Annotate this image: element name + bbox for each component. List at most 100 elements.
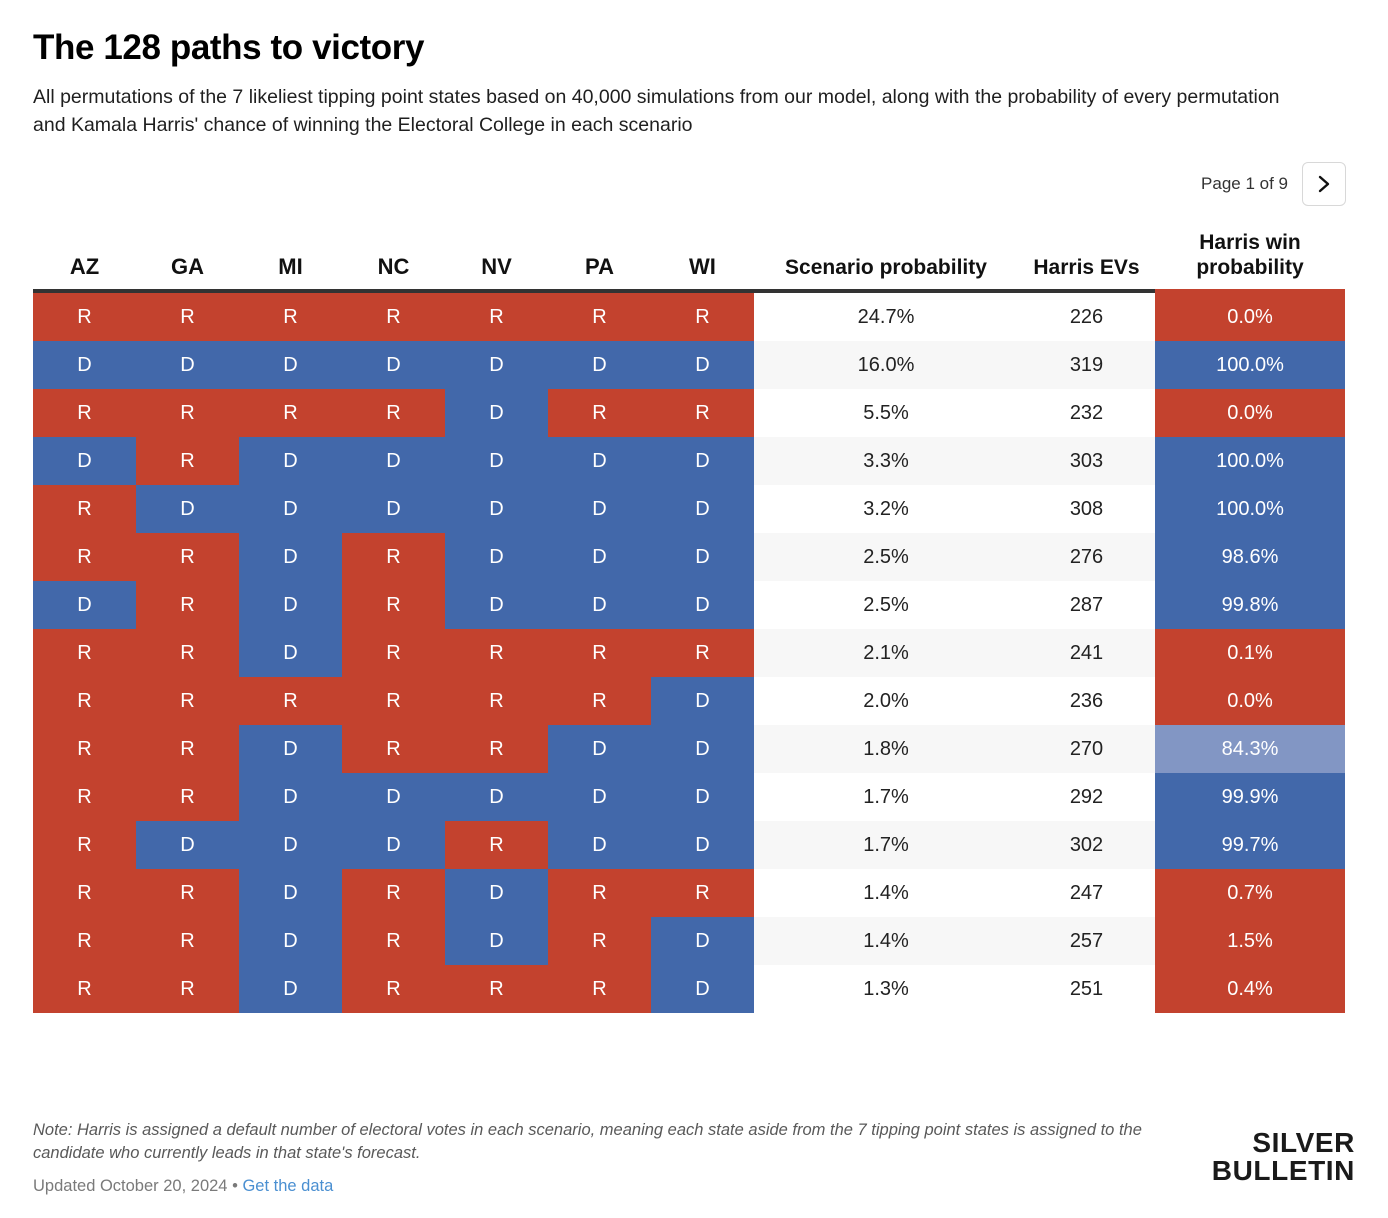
state-cell-nc: R [342,581,445,629]
scenario-probability-cell: 16.0% [754,341,1018,389]
table-row: D R D D D D D 3.3% 303 100.0% [33,437,1345,485]
state-cell-ga: R [136,533,239,581]
table-row: R R D R R D D 1.8% 270 84.3% [33,725,1345,773]
state-cell-pa: R [548,965,651,1013]
chevron-right-icon [1316,174,1332,194]
next-page-button[interactable] [1302,161,1346,206]
state-cell-pa: D [548,773,651,821]
state-cell-nc: R [342,965,445,1013]
state-cell-mi: D [239,965,342,1013]
state-cell-pa: D [548,437,651,485]
page-indicator: Page 1 of 9 [1201,173,1288,193]
state-cell-wi: D [651,341,754,389]
table-row: R R D R D R D 1.4% 257 1.5% [33,917,1345,965]
table-row: R D D D R D D 1.7% 302 99.7% [33,821,1345,869]
state-cell-mi: R [239,291,342,341]
state-cell-az: D [33,437,136,485]
pagination: Page 1 of 9 [0,161,1388,206]
state-cell-nc: D [342,773,445,821]
state-cell-wi: D [651,533,754,581]
state-cell-ga: R [136,965,239,1013]
state-cell-pa: D [548,581,651,629]
state-cell-pa: D [548,821,651,869]
state-cell-ga: R [136,389,239,437]
state-cell-az: R [33,389,136,437]
state-cell-az: R [33,677,136,725]
state-cell-wi: D [651,581,754,629]
state-cell-mi: D [239,437,342,485]
state-cell-nv: R [445,821,548,869]
scenario-probability-cell: 2.5% [754,533,1018,581]
state-cell-ga: R [136,437,239,485]
state-cell-nv: D [445,917,548,965]
state-cell-mi: R [239,389,342,437]
state-cell-mi: D [239,773,342,821]
page-title: The 128 paths to victory [33,28,425,67]
updated-date: Updated October 20, 2024 [33,1177,228,1195]
scenario-probability-cell: 3.3% [754,437,1018,485]
harris-win-probability-cell: 0.0% [1155,677,1345,725]
harris-win-probability-cell: 1.5% [1155,917,1345,965]
brand-logo: SILVER BULLETIN [1212,1126,1355,1186]
brand-line-1: SILVER [1252,1126,1355,1158]
scenario-probability-cell: 24.7% [754,291,1018,341]
state-cell-az: R [33,629,136,677]
state-cell-nc: R [342,389,445,437]
column-header-ga: GA [136,229,239,294]
state-cell-wi: D [651,725,754,773]
state-cell-nv: D [445,389,548,437]
state-cell-pa: R [548,917,651,965]
scenario-probability-cell: 1.4% [754,917,1018,965]
state-cell-az: R [33,725,136,773]
state-cell-ga: R [136,917,239,965]
state-cell-wi: R [651,389,754,437]
harris-win-probability-cell: 99.9% [1155,773,1345,821]
column-header-pa: PA [548,229,651,294]
state-cell-nc: D [342,341,445,389]
harris-win-probability-cell: 0.0% [1155,291,1345,341]
harris-evs-cell: 226 [1018,291,1155,341]
harris-win-probability-cell: 99.7% [1155,821,1345,869]
scenario-probability-cell: 1.7% [754,773,1018,821]
table-row: R R R R R R R 24.7% 226 0.0% [33,291,1345,341]
table-row: D D D D D D D 16.0% 319 100.0% [33,341,1345,389]
state-cell-az: R [33,773,136,821]
get-the-data-link[interactable]: Get the data [242,1177,334,1195]
harris-evs-cell: 247 [1018,869,1155,917]
harris-win-probability-cell: 0.4% [1155,965,1345,1013]
state-cell-nv: D [445,341,548,389]
state-cell-nv: D [445,581,548,629]
footer: Note: Harris is assigned a default numbe… [33,1119,1355,1196]
state-cell-nv: D [445,773,548,821]
state-cell-ga: D [136,485,239,533]
paths-table: AZ GA MI NC NV PA WI Scenario probability Harris… [33,229,1345,1013]
state-cell-nc: R [342,629,445,677]
state-cell-ga: R [136,629,239,677]
state-cell-nv: R [445,965,548,1013]
state-cell-mi: D [239,485,342,533]
harris-win-probability-cell: 100.0% [1155,485,1345,533]
state-cell-az: R [33,485,136,533]
column-header-harris-win-probability: Harris win probability [1155,229,1345,294]
state-cell-nv: R [445,629,548,677]
scenario-probability-cell: 1.8% [754,725,1018,773]
state-cell-pa: R [548,629,651,677]
column-header-az: AZ [33,229,136,294]
state-cell-wi: R [651,291,754,341]
state-cell-ga: D [136,341,239,389]
column-header-wi: WI [651,229,754,294]
harris-evs-cell: 251 [1018,965,1155,1013]
state-cell-nv: D [445,533,548,581]
state-cell-wi: D [651,677,754,725]
state-cell-nc: R [342,291,445,341]
harris-win-probability-cell: 100.0% [1155,341,1345,389]
scenario-probability-cell: 2.5% [754,581,1018,629]
state-cell-az: R [33,917,136,965]
header: The 128 paths to victory All permutation… [0,0,1388,140]
scenario-probability-cell: 1.7% [754,821,1018,869]
state-cell-nv: R [445,291,548,341]
harris-evs-cell: 236 [1018,677,1155,725]
state-cell-mi: D [239,869,342,917]
state-cell-pa: R [548,869,651,917]
table-row: R D D D D D D 3.2% 308 100.0% [33,485,1345,533]
